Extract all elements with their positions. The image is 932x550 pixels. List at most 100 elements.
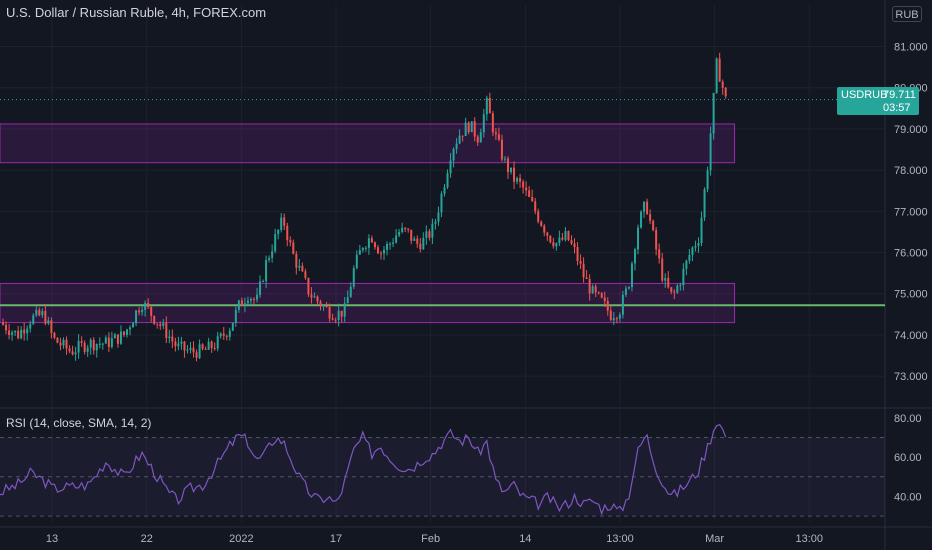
candle-body [497,134,500,140]
candle-body [389,243,392,245]
candle-body [310,294,313,298]
price-tag-value: 79.711 [883,89,916,101]
candle-body [129,327,132,330]
candle-body [268,258,271,261]
candle-body [153,315,156,324]
candle-body [32,315,35,324]
candle-body [398,231,401,236]
candle-body [600,293,603,298]
candle-body [228,330,231,337]
candle-body [383,249,386,254]
candle-body [461,135,464,137]
candle-body [358,250,361,255]
rsi-tick-label: 40.00 [894,491,922,503]
candle-body [621,294,624,315]
candle-body [519,178,522,182]
candle-body [630,263,633,288]
candle-body [26,328,29,334]
candles [2,52,727,362]
price-tick-label: 81.000 [894,41,928,53]
candle-body [5,324,8,331]
candle-body [522,181,525,188]
price-tick-label: 79.000 [894,124,928,136]
candle-body [2,322,5,325]
candle-body [661,258,664,281]
candle-body [513,167,516,182]
axes: 73.000 74.000 75.000 76.000 77.000 78.000 79.0… [46,41,928,545]
candle-body [561,237,564,240]
candle-body [150,306,153,316]
candle-body [35,309,38,316]
candle-body [231,322,234,331]
price-tag-countdown: 03:57 [883,102,911,114]
candle-body [122,331,125,335]
candle-body [712,93,715,134]
candle-body [343,303,346,317]
candle-body [289,240,292,243]
candle-body [637,227,640,250]
candle-body [80,341,83,343]
candle-body [476,136,479,143]
candle-body [59,342,62,346]
last-price-tag: USDRUB 79.711 03:57 [837,87,919,115]
candle-body [658,249,661,259]
candle-body [724,87,727,97]
candle-body [615,318,618,320]
candle-body [546,232,549,236]
candle-body [449,160,452,174]
candle-body [110,338,113,347]
candle-body [407,228,410,230]
candle-body [23,329,26,334]
candle-body [174,341,177,347]
candle-body [283,217,286,226]
candle-body [53,332,56,338]
candle-body [404,227,407,229]
candle-body [11,332,14,335]
time-tick-label: 13 [46,533,58,545]
candle-body [304,271,307,279]
candle-body [682,268,685,286]
candle-body [534,201,537,212]
candle-body [419,243,422,250]
candle-body [144,302,147,310]
candle-body [256,294,259,300]
candle-body [307,278,310,295]
candle-body [116,334,119,344]
candle-body [168,336,171,339]
candle-body [670,287,673,292]
candle-body [337,310,340,320]
candle-body [340,310,343,317]
candle-body [50,320,53,333]
candle-body [470,121,473,133]
price-tick-label: 74.000 [894,330,928,342]
time-tick-label: 14 [519,533,531,545]
candle-body [207,341,210,350]
candle-body [162,323,165,327]
candle-body [479,132,482,143]
price-tick-label: 77.000 [894,206,928,218]
candle-body [171,336,174,342]
candle-body [240,300,243,306]
candle-body [313,296,316,298]
candle-body [331,318,334,320]
candle-body [606,301,609,311]
candle-body [694,245,697,248]
candle-body [225,335,228,337]
candle-body [570,240,573,244]
time-tick-label: 2022 [229,533,253,545]
candle-body [370,238,373,243]
candle-body [573,243,576,247]
candle-body [246,300,249,304]
currency-badge[interactable]: RUB [892,6,922,22]
candle-body [576,246,579,262]
candle-body [119,331,122,344]
candle-body [92,339,95,351]
candle-body [192,347,195,353]
candle-body [271,251,274,259]
candle-body [316,296,319,302]
candle-body [104,337,107,344]
candle-body [437,212,440,222]
candle-body [673,291,676,293]
